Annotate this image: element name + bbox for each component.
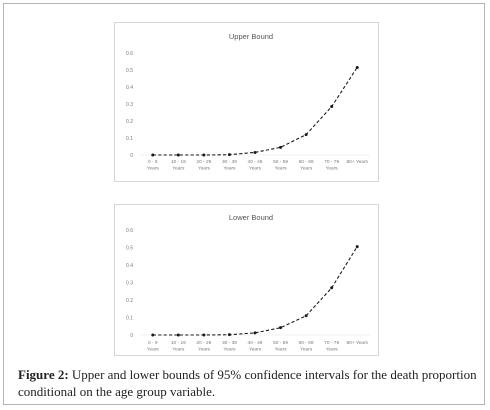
lower-x-tick-label: 70 - 79	[324, 340, 339, 346]
lower-x-tick-label: Years	[223, 347, 236, 353]
upper-data-point	[330, 105, 334, 109]
lower-data-point	[151, 333, 155, 337]
upper-data-point	[279, 145, 283, 149]
upper-x-tick-label: 50 - 59	[273, 159, 288, 165]
figure-panel: Upper Bound 0 0.1 0.2 0.3 0.4 0.5 0.6 0 - 9 Years…	[3, 3, 485, 405]
lower-x-tick-label: Years	[172, 347, 185, 353]
lower-y-tick-label: 0.6	[126, 228, 133, 234]
upper-x-tick-label: 30 - 39	[222, 159, 237, 165]
lower-x-tick-label: 30 - 39	[222, 340, 237, 346]
upper-x-tick-label: 70 - 79	[324, 159, 339, 165]
lower-y-tick-label: 0.2	[126, 298, 133, 304]
caption-text: Upper and lower bounds of 95% confidence…	[18, 367, 477, 399]
upper-series-line	[152, 67, 358, 156]
lower-y-tick-label: 0.1	[126, 315, 133, 321]
upper-x-tick-label: Years	[300, 166, 313, 172]
upper-x-tick-label: Years	[249, 166, 262, 172]
upper-y-tick-label: 0	[130, 153, 133, 159]
lower-x-tick-label: 40 - 49	[248, 340, 263, 346]
upper-data-point	[227, 153, 231, 157]
upper-x-tick-label: Years	[147, 166, 160, 172]
lower-x-tick-label: 10 - 19	[171, 340, 186, 346]
upper-x-tick-label: Years	[223, 166, 236, 172]
upper-y-tick-label: 0.5	[126, 68, 133, 74]
lower-x-tick-label: Years	[249, 347, 262, 353]
upper-y-tick-label: 0.4	[126, 85, 133, 91]
caption-label: Figure 2:	[18, 367, 69, 382]
lower-x-tick-label: Years	[147, 347, 160, 353]
lower-data-point	[355, 245, 359, 249]
lower-data-point	[253, 331, 257, 335]
lower-x-tick-label: Years	[275, 347, 288, 353]
lower-x-tick-label: Years	[300, 347, 313, 353]
lower-x-tick-label: 60 - 69	[299, 340, 314, 346]
lower-y-tick-label: 0.3	[126, 280, 133, 286]
lower-y-tick-label: 0	[130, 333, 133, 339]
lower-data-point	[304, 314, 308, 318]
lower-x-tick-label: 20 - 29	[196, 340, 211, 346]
lower-x-tick-label: 80+ Years	[346, 340, 368, 346]
lower-x-tick-label: Years	[326, 347, 339, 353]
lower-y-tick-label: 0.4	[126, 263, 133, 269]
upper-data-point	[355, 65, 359, 69]
upper-data-point	[151, 153, 155, 157]
upper-x-tick-label: 10 - 19	[171, 159, 186, 165]
upper-data-point	[176, 153, 180, 157]
upper-x-tick-label: 0 - 9	[148, 159, 158, 165]
lower-series-line	[152, 246, 358, 336]
upper-x-tick-label: Years	[172, 166, 185, 172]
upper-x-tick-label: 20 - 29	[196, 159, 211, 165]
upper-data-point	[253, 150, 257, 154]
upper-bound-chart: Upper Bound 0 0.1 0.2 0.3 0.4 0.5 0.6 0 - 9 Years…	[114, 22, 379, 182]
lower-chart-title: Lower Bound	[229, 213, 273, 222]
upper-x-tick-label: 60 - 69	[299, 159, 314, 165]
upper-x-tick-label: Years	[275, 166, 288, 172]
lower-data-point	[176, 333, 180, 337]
lower-x-tick-label: 0 - 9	[148, 340, 158, 346]
upper-x-tick-label: Years	[198, 166, 211, 172]
lower-x-tick-label: 50 - 59	[273, 340, 288, 346]
lower-x-tick-label: Years	[198, 347, 211, 353]
upper-y-tick-label: 0.1	[126, 136, 133, 142]
lower-data-point	[202, 333, 206, 337]
upper-y-tick-label: 0.2	[126, 119, 133, 125]
lower-y-tick-label: 0.5	[126, 245, 133, 251]
lower-bound-chart: Lower Bound 0 0.1 0.2 0.3 0.4 0.5 0.6 0 - 9 Years…	[114, 204, 379, 356]
upper-y-tick-label: 0.3	[126, 102, 133, 108]
figure-caption: Figure 2: Upper and lower bounds of 95% …	[18, 366, 484, 400]
upper-chart-title: Upper Bound	[229, 32, 273, 41]
lower-data-point	[279, 326, 283, 330]
lower-data-point	[330, 286, 334, 290]
upper-data-point	[202, 153, 206, 157]
upper-x-tick-label: 40 - 49	[248, 159, 263, 165]
upper-x-tick-label: 80+ Years	[346, 159, 368, 165]
upper-y-tick-label: 0.6	[126, 51, 133, 57]
upper-x-tick-label: Years	[326, 166, 339, 172]
upper-data-point	[304, 133, 308, 137]
lower-data-point	[227, 333, 231, 337]
